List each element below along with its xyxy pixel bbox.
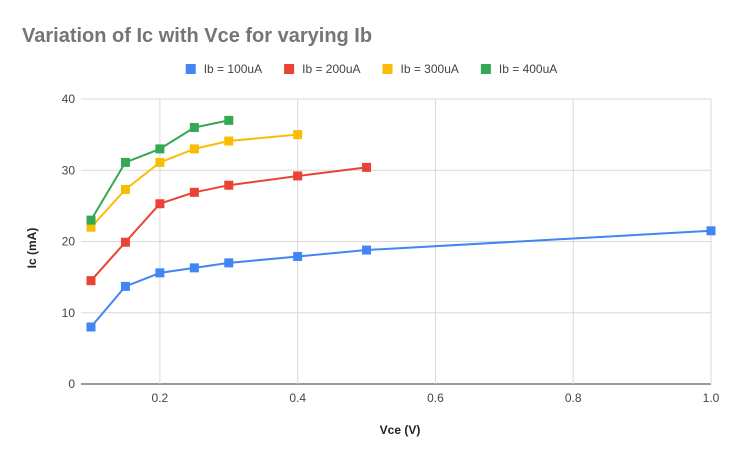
legend-swatch (480, 64, 491, 74)
data-point-marker (155, 157, 165, 167)
series-group (86, 130, 303, 232)
data-point-marker (293, 171, 303, 181)
chart-title: Variation of Ic with Vce for varying Ib (22, 25, 372, 47)
data-point-marker (155, 199, 165, 209)
series-line (90, 133, 298, 228)
legend-swatch (382, 64, 393, 74)
data-point-marker (189, 263, 199, 273)
x-tick-label: 0.2 (152, 391, 169, 405)
y-tick-label: 20 (62, 235, 76, 249)
x-axis-title: Vce (V) (380, 423, 421, 437)
y-axis-title: Ic (mA) (25, 228, 39, 269)
data-point-marker (362, 245, 372, 255)
data-point-marker (86, 222, 96, 232)
series-group (86, 115, 234, 225)
legend-swatch (185, 64, 196, 74)
y-tick-label: 0 (68, 377, 75, 391)
legend-item: Ib = 300uA (382, 62, 459, 76)
data-point-marker (120, 184, 130, 194)
data-point-marker (189, 144, 199, 154)
data-point-marker (224, 258, 234, 268)
legend: Ib = 100uA Ib = 200uA Ib = 300uA Ib = 400uA (185, 62, 557, 76)
data-point-marker (120, 281, 130, 291)
data-point-marker (189, 123, 199, 132)
data-point-marker (362, 162, 372, 172)
data-point-marker (224, 115, 234, 125)
series-group (86, 226, 716, 332)
y-tick-label: 10 (62, 306, 76, 320)
data-point-marker (120, 157, 130, 167)
legend-item: Ib = 200uA (284, 62, 361, 76)
legend-item: Ib = 400uA (480, 62, 557, 76)
data-point-marker (120, 237, 130, 247)
legend-label: Ib = 200uA (302, 62, 360, 76)
data-point-marker (706, 226, 716, 236)
y-tick-label: 40 (62, 92, 76, 106)
legend-swatch (284, 64, 295, 74)
legend-label: Ib = 300uA (401, 62, 459, 76)
series-line (90, 229, 712, 328)
grid (81, 98, 712, 385)
series-layer (86, 115, 716, 332)
tick-labels: 0 10 20 30 40 0.2 0.4 0.6 0.8 1.0 (62, 92, 720, 405)
x-tick-label: 0.4 (289, 391, 306, 405)
data-point-marker (86, 276, 96, 286)
x-tick-label: 0.8 (565, 391, 582, 405)
series-group (86, 162, 372, 286)
data-point-marker (155, 268, 165, 278)
data-point-marker (86, 215, 96, 225)
data-point-marker (293, 251, 303, 261)
x-tick-label: 1.0 (703, 391, 720, 405)
legend-item: Ib = 100uA (185, 62, 262, 76)
x-tick-label: 0.6 (427, 391, 444, 405)
data-point-marker (224, 180, 234, 190)
legend-label: Ib = 400uA (499, 62, 557, 76)
y-tick-label: 30 (62, 163, 76, 177)
data-point-marker (189, 187, 199, 197)
data-point-marker (155, 144, 165, 154)
data-point-marker (293, 130, 303, 140)
data-point-marker (224, 136, 234, 146)
data-point-marker (86, 322, 96, 332)
legend-label: Ib = 100uA (204, 62, 262, 76)
